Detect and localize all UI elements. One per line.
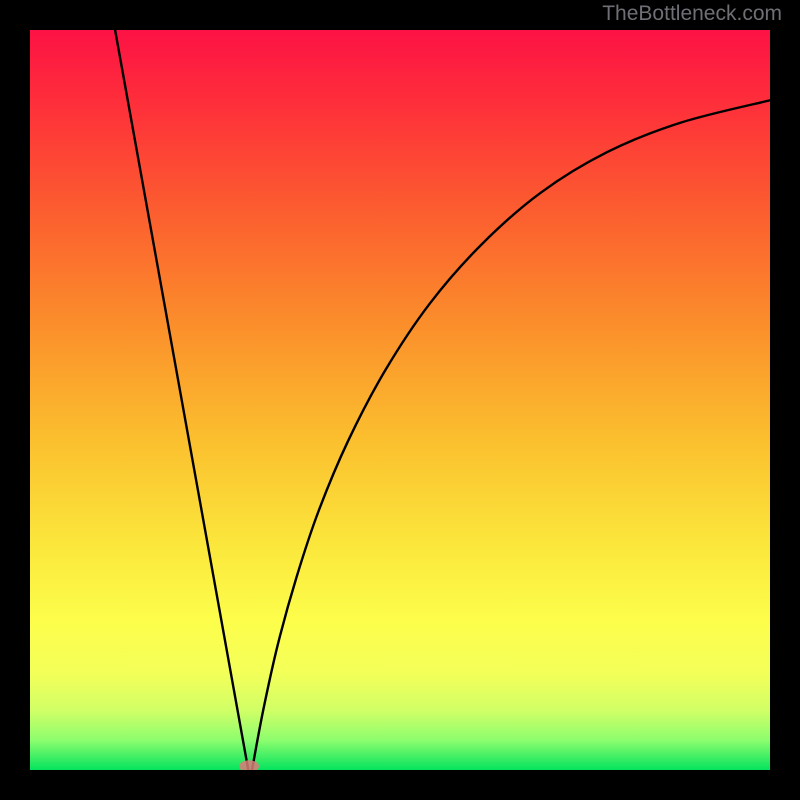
bottleneck-chart [30,30,770,770]
gradient-background [30,30,770,770]
watermark-text: TheBottleneck.com [602,2,782,26]
